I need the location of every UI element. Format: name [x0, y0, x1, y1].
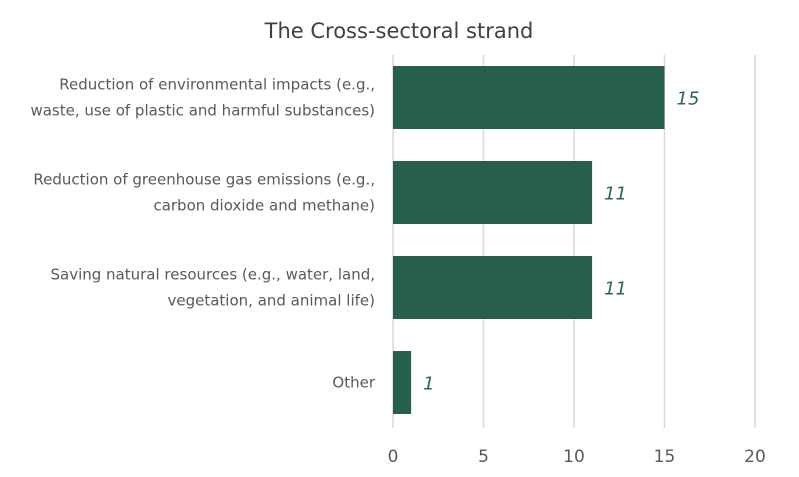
category-label-line: waste, use of plastic and harmful substa… [30, 102, 375, 120]
bar [393, 256, 593, 319]
category-label: Other [332, 374, 375, 392]
data-label: 1 [423, 374, 434, 395]
x-axis-ticks: 0 5 10 15 20 [388, 447, 766, 467]
category-label-line: carbon dioxide and methane) [153, 197, 375, 215]
x-tick-label: 5 [478, 447, 489, 467]
chart-title: The Cross-sectoral strand [264, 19, 534, 43]
bar [393, 351, 412, 414]
data-label: 11 [604, 184, 627, 205]
x-tick-label: 15 [654, 447, 676, 467]
x-tick-label: 20 [744, 447, 766, 467]
category-labels: Reduction of environmental impacts (e.g.… [30, 76, 375, 392]
data-label: 15 [677, 89, 700, 110]
x-tick-label: 10 [563, 447, 585, 467]
x-tick-label: 0 [388, 447, 399, 467]
bar [393, 161, 593, 224]
category-label-line: Reduction of greenhouse gas emissions (e… [33, 171, 375, 189]
category-label-line: vegetation, and animal life) [168, 292, 376, 310]
bars [393, 66, 665, 414]
bar [393, 66, 665, 129]
category-label-line: Saving natural resources (e.g., water, l… [51, 266, 376, 284]
data-label: 11 [604, 279, 627, 300]
category-label: Reduction of greenhouse gas emissions (e… [33, 171, 375, 215]
category-label: Saving natural resources (e.g., water, l… [51, 266, 376, 310]
category-label-line: Reduction of environmental impacts (e.g.… [59, 76, 375, 94]
category-label: Reduction of environmental impacts (e.g.… [30, 76, 375, 120]
category-label-line: Other [332, 374, 375, 392]
